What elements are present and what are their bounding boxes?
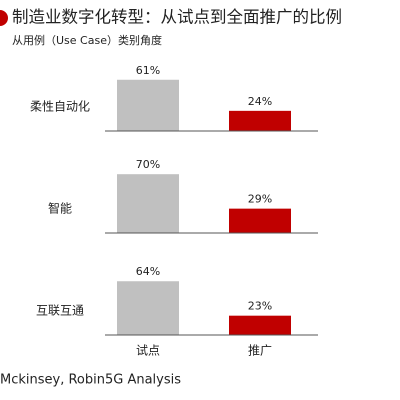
chart-title: 制造业数字化转型：从试点到全面推广的比例 xyxy=(12,8,342,27)
value-label: 70% xyxy=(136,158,160,171)
bar xyxy=(117,79,179,131)
row-label: 柔性自动化 xyxy=(30,100,90,114)
bar xyxy=(229,315,291,335)
value-label: 23% xyxy=(248,300,272,313)
value-label: 29% xyxy=(248,193,272,206)
source: Mckinsey, Robin5G Analysis xyxy=(0,373,181,388)
bar xyxy=(117,174,179,233)
row-label: 智能 xyxy=(48,201,72,216)
x-tick-label: 试点 xyxy=(136,343,160,358)
value-label: 24% xyxy=(248,95,272,108)
title-marker xyxy=(0,10,8,26)
bar xyxy=(229,208,291,233)
value-label: 64% xyxy=(136,265,160,278)
row-label: 互联互通 xyxy=(36,304,84,318)
bar xyxy=(117,281,179,335)
bar xyxy=(229,110,291,131)
chart-subtitle: 从用例（Use Case）类别角度 xyxy=(12,33,162,47)
value-label: 61% xyxy=(136,64,160,77)
x-tick-label: 推广 xyxy=(248,344,272,358)
